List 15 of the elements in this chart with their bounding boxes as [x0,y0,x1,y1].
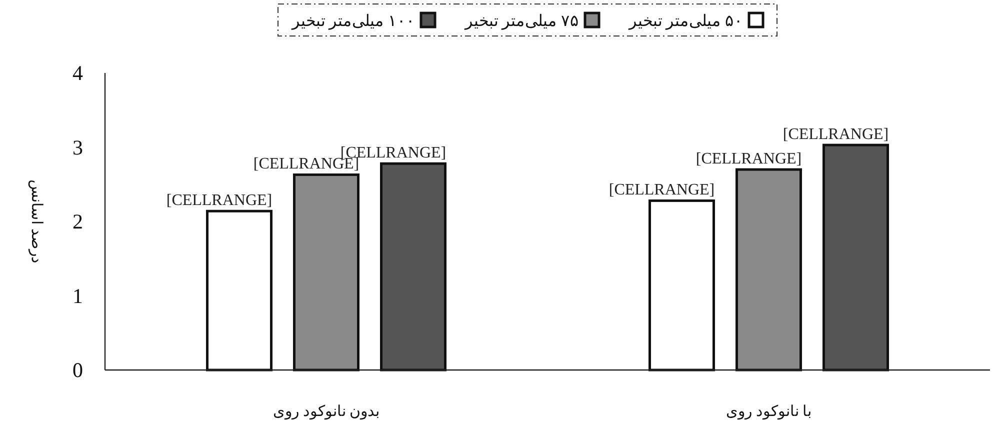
data-label: [CELLRANGE] [608,182,715,199]
y-tick-label: 4 [72,61,84,85]
data-label: [CELLRANGE] [782,126,889,144]
y-tick-label: 1 [72,284,83,308]
data-label: [CELLRANGE] [166,192,272,210]
data-label: [CELLRANGE] [696,150,802,168]
x-tick-label: با نانوکود روی [726,404,812,420]
y-tick-label: 3 [72,135,83,160]
legend-label: ۵۰ میلی‌متر تبخیر [628,13,743,30]
x-tick-label: بدون نانوکود روی [273,404,380,420]
y-tick-label: 0 [72,358,83,382]
legend-label: ۷۵ میلی‌متر تبخیر [464,13,579,30]
y-tick-label: 2 [72,210,83,234]
y-axis-title: درصد اسانس [28,180,44,264]
legend-label: ۱۰۰ میلی‌متر تبخیر [291,13,415,30]
